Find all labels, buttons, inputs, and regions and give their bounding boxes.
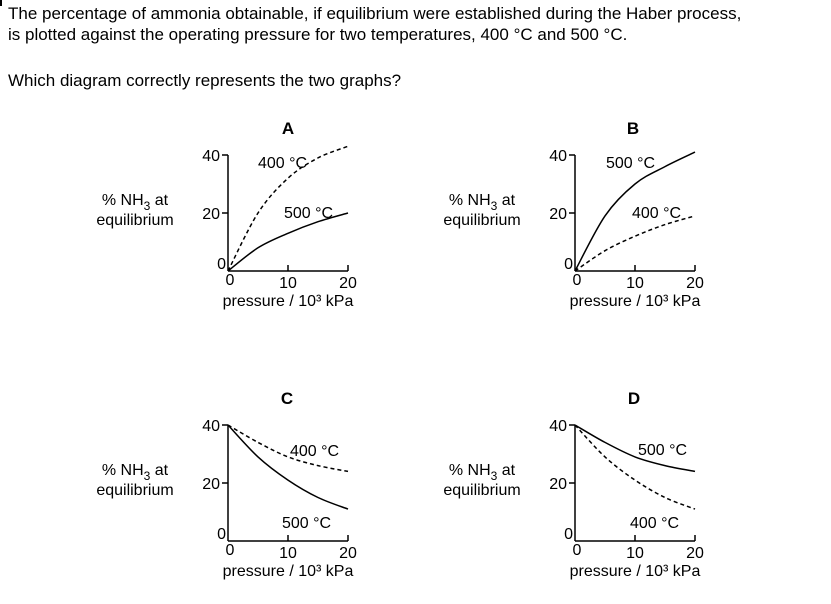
y-tick-label: 0 bbox=[564, 256, 573, 273]
series-line-solid bbox=[227, 424, 349, 510]
y-axis-label: % NH3 at bbox=[449, 462, 516, 483]
series-line-dashed bbox=[227, 424, 349, 473]
y-axis-label: % NH3 at bbox=[102, 192, 169, 213]
graph-a: A 20 40 0 10 20 0 pressure / 10³ kPa % NH3 atequ… bbox=[96, 119, 357, 310]
series-label: 500 °C bbox=[284, 205, 333, 222]
x-tick-label: 10 bbox=[626, 275, 644, 292]
question-text-line-1: The percentage of ammonia obtainable, if… bbox=[8, 4, 742, 23]
y-axis-label: equilibrium bbox=[96, 212, 173, 229]
graph-b: B 20 40 0 10 20 0 pressure / 10³ kPa % NH3 atequ… bbox=[443, 119, 704, 310]
y-axis-label: equilibrium bbox=[443, 482, 520, 499]
x-tick-label: 10 bbox=[279, 275, 297, 292]
series-line-solid bbox=[574, 424, 696, 473]
x-axis-label: pressure / 10³ kPa bbox=[570, 293, 701, 310]
graph-d: D 20 40 0 10 20 0 pressure / 10³ kPa % NH3 atequ… bbox=[443, 389, 704, 580]
x-axis-label: pressure / 10³ kPa bbox=[223, 293, 354, 310]
y-tick-label: 40 bbox=[202, 418, 220, 435]
series-line-dashed bbox=[227, 145, 349, 272]
x-tick-label: 20 bbox=[339, 275, 357, 292]
x-tick-label: 0 bbox=[573, 272, 582, 289]
y-axis-label: % NH3 at bbox=[449, 192, 516, 213]
series-label: 400 °C bbox=[630, 515, 679, 532]
series-label: 500 °C bbox=[606, 155, 655, 172]
x-tick-label: 20 bbox=[686, 275, 704, 292]
x-tick-label: 0 bbox=[573, 542, 582, 559]
x-tick-label: 10 bbox=[279, 545, 297, 562]
y-tick-label: 20 bbox=[549, 476, 567, 493]
x-tick-label: 0 bbox=[226, 272, 235, 289]
series-line-solid bbox=[227, 212, 349, 272]
y-tick-label: 20 bbox=[549, 206, 567, 223]
series-line-dashed bbox=[574, 424, 696, 510]
y-tick-label: 40 bbox=[202, 148, 220, 165]
y-axis-label: equilibrium bbox=[96, 482, 173, 499]
y-axis-label: % NH3 at bbox=[102, 462, 169, 483]
y-tick-label: 40 bbox=[549, 418, 567, 435]
option-letter-c: C bbox=[281, 389, 293, 408]
series-label: 500 °C bbox=[282, 515, 331, 532]
series-line-solid bbox=[574, 151, 696, 272]
series-line-dashed bbox=[574, 215, 696, 272]
y-axis-label: equilibrium bbox=[443, 212, 520, 229]
series-label: 400 °C bbox=[290, 443, 339, 460]
y-tick-label: 20 bbox=[202, 206, 220, 223]
x-tick-label: 20 bbox=[686, 545, 704, 562]
graph-c: C 20 40 0 10 20 0 pressure / 10³ kPa % NH3 atequ… bbox=[96, 389, 357, 580]
question-prompt: Which diagram correctly represents the t… bbox=[8, 71, 402, 90]
x-axis-label: pressure / 10³ kPa bbox=[570, 563, 701, 580]
y-tick-label: 20 bbox=[202, 476, 220, 493]
series-label: 500 °C bbox=[638, 442, 687, 459]
x-tick-label: 10 bbox=[626, 545, 644, 562]
series-label: 400 °C bbox=[258, 155, 307, 172]
option-letter-b: B bbox=[627, 119, 639, 138]
series-label: 400 °C bbox=[632, 205, 681, 222]
y-tick-label: 40 bbox=[549, 148, 567, 165]
margin-mark bbox=[0, 0, 2, 6]
y-tick-label: 0 bbox=[217, 256, 226, 273]
x-axis-label: pressure / 10³ kPa bbox=[223, 563, 354, 580]
option-letter-d: D bbox=[628, 389, 640, 408]
question-text-line-2: is plotted against the operating pressur… bbox=[8, 25, 628, 44]
y-tick-label: 0 bbox=[564, 526, 573, 543]
x-tick-label: 0 bbox=[226, 542, 235, 559]
y-tick-label: 0 bbox=[217, 526, 226, 543]
x-tick-label: 20 bbox=[339, 545, 357, 562]
option-letter-a: A bbox=[282, 119, 294, 138]
